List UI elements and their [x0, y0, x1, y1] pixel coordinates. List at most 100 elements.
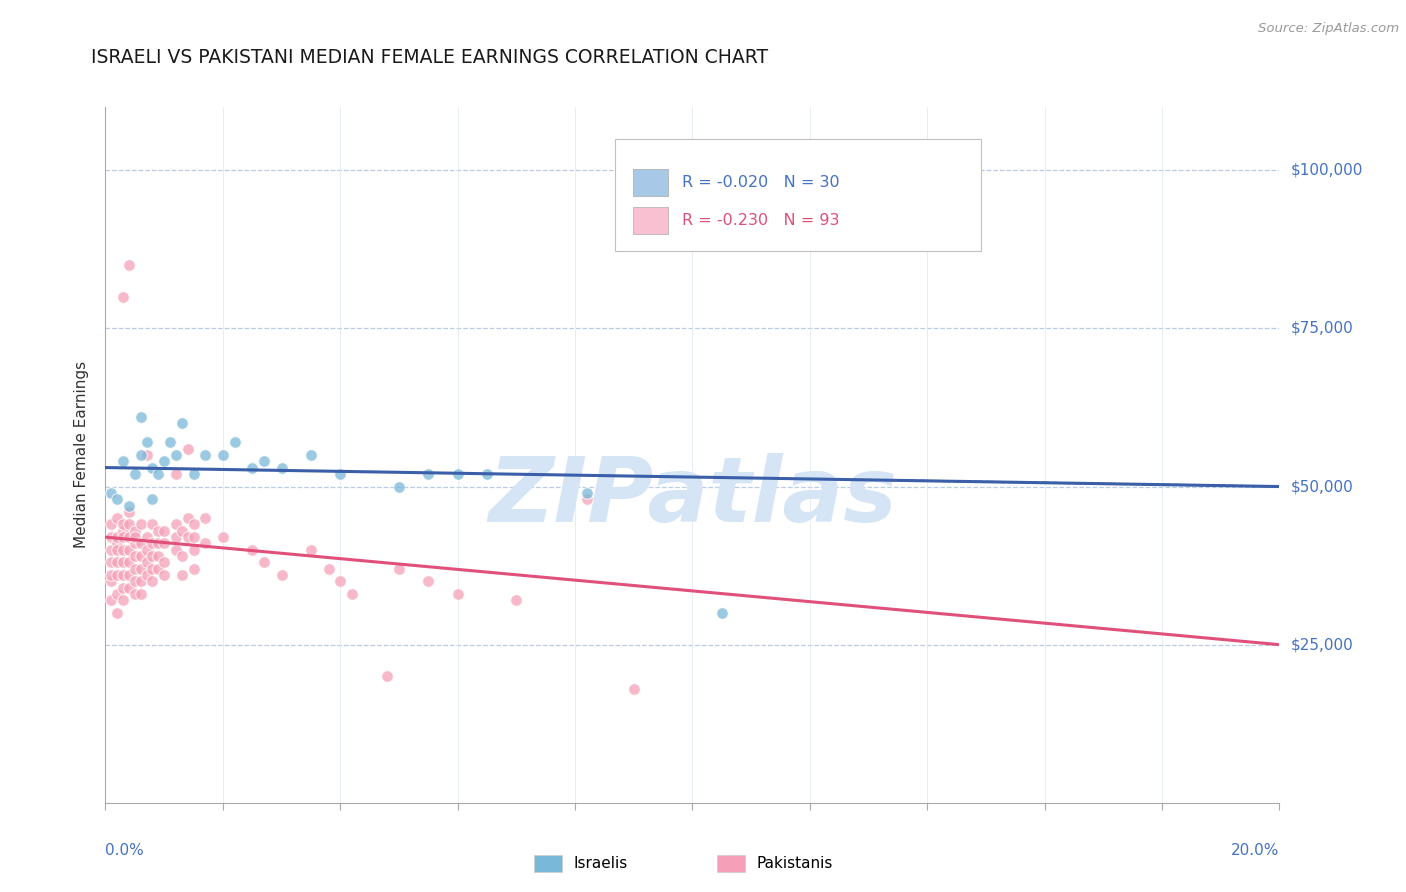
Point: [329, 574, 352, 589]
Point: [112, 568, 135, 582]
Point: [148, 549, 170, 563]
Point: [153, 568, 176, 582]
Point: [124, 524, 146, 538]
Point: [418, 574, 440, 589]
Point: [129, 409, 152, 424]
Point: [194, 511, 217, 525]
Point: [176, 530, 198, 544]
Point: [124, 467, 146, 481]
Point: [148, 562, 170, 576]
Point: [183, 562, 205, 576]
Point: [165, 448, 187, 462]
Point: [118, 542, 141, 557]
Point: [170, 549, 193, 563]
Point: [135, 542, 157, 557]
Text: $25,000: $25,000: [1291, 637, 1354, 652]
Point: [388, 479, 411, 493]
Point: [194, 448, 217, 462]
Point: [118, 568, 141, 582]
Point: [135, 435, 157, 450]
Point: [165, 530, 187, 544]
Point: [170, 568, 193, 582]
Point: [100, 530, 122, 544]
Text: R = -0.020   N = 30: R = -0.020 N = 30: [682, 175, 841, 190]
Point: [141, 517, 163, 532]
Point: [135, 556, 157, 570]
Point: [129, 448, 152, 462]
Point: [129, 517, 152, 532]
Point: [124, 574, 146, 589]
Point: [141, 549, 163, 563]
Text: Pakistanis: Pakistanis: [756, 856, 832, 871]
Text: ISRAELI VS PAKISTANI MEDIAN FEMALE EARNINGS CORRELATION CHART: ISRAELI VS PAKISTANI MEDIAN FEMALE EARNI…: [91, 48, 769, 67]
Point: [475, 467, 498, 481]
Point: [112, 556, 135, 570]
Point: [100, 486, 122, 500]
Point: [211, 448, 233, 462]
Point: [100, 556, 122, 570]
Point: [141, 574, 163, 589]
Text: Israelis: Israelis: [574, 856, 628, 871]
Point: [118, 581, 141, 595]
Point: [240, 460, 263, 475]
Point: [165, 542, 187, 557]
Point: [575, 492, 598, 507]
Point: [623, 681, 645, 696]
Point: [105, 587, 128, 601]
Point: [105, 606, 128, 620]
Point: [100, 542, 122, 557]
Point: [194, 536, 217, 550]
Point: [129, 536, 152, 550]
Y-axis label: Median Female Earnings: Median Female Earnings: [75, 361, 90, 549]
Point: [176, 511, 198, 525]
Point: [153, 524, 176, 538]
Point: [112, 524, 135, 538]
Point: [165, 467, 187, 481]
Point: [375, 669, 398, 683]
Point: [148, 467, 170, 481]
Point: [135, 568, 157, 582]
Point: [270, 568, 292, 582]
Point: [211, 530, 233, 544]
Point: [112, 290, 135, 304]
Point: [105, 536, 128, 550]
Point: [148, 524, 170, 538]
Point: [340, 587, 363, 601]
Point: [183, 530, 205, 544]
Point: [105, 556, 128, 570]
Point: [141, 536, 163, 550]
Point: [112, 581, 135, 595]
Point: [141, 460, 163, 475]
Point: [388, 562, 411, 576]
Point: [148, 536, 170, 550]
Point: [299, 448, 322, 462]
Point: [270, 460, 292, 475]
Point: [165, 517, 187, 532]
Point: [118, 517, 141, 532]
Point: [170, 417, 193, 431]
Point: [112, 530, 135, 544]
Point: [105, 492, 128, 507]
Text: R = -0.230   N = 93: R = -0.230 N = 93: [682, 213, 839, 228]
Point: [124, 530, 146, 544]
Point: [129, 562, 152, 576]
Text: Source: ZipAtlas.com: Source: ZipAtlas.com: [1258, 22, 1399, 36]
Point: [240, 542, 263, 557]
Point: [183, 542, 205, 557]
Point: [224, 435, 246, 450]
Point: [105, 568, 128, 582]
Text: $50,000: $50,000: [1291, 479, 1354, 494]
Point: [124, 587, 146, 601]
Point: [112, 593, 135, 607]
Point: [253, 454, 276, 468]
Point: [159, 435, 181, 450]
Point: [575, 486, 598, 500]
Point: [253, 556, 276, 570]
Point: [183, 467, 205, 481]
Point: [141, 562, 163, 576]
Point: [100, 517, 122, 532]
Point: [418, 467, 440, 481]
Point: [329, 467, 352, 481]
Point: [153, 536, 176, 550]
Point: [112, 454, 135, 468]
